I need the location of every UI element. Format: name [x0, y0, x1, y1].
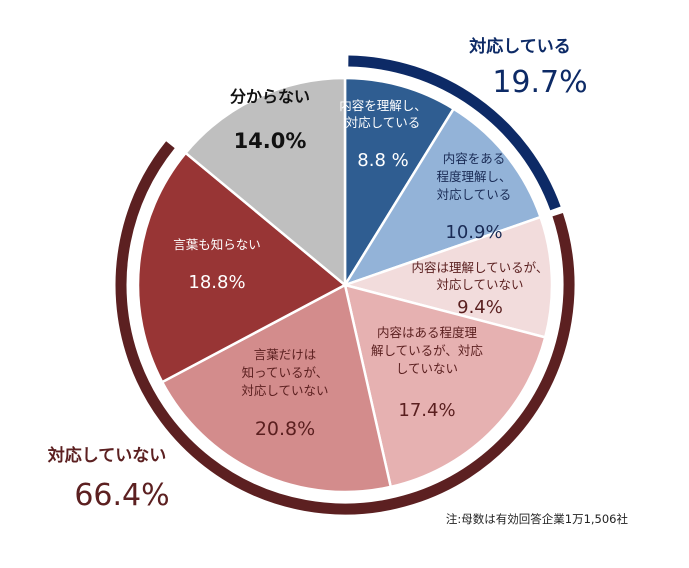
slice-label-4-line-1: 知っているが、 — [242, 365, 329, 380]
pie-slice-3 — [343, 283, 547, 489]
pie-slice-0 — [343, 76, 455, 287]
slice-label-3-line-1: 解しているが、対応 — [371, 343, 483, 358]
slice-value-3: 17.4% — [398, 400, 455, 421]
pie-slices — [136, 76, 554, 494]
slice-label-2-line-1: 対応していない — [436, 277, 523, 292]
pie-slice-1 — [343, 107, 542, 287]
slice-value-5: 18.8% — [188, 272, 245, 293]
slice-label-0-line-1: 対応している — [346, 115, 421, 130]
slice-value-0: 8.8 % — [357, 150, 408, 171]
slice-label-1-line-1: 程度理解し、 — [436, 169, 511, 184]
chart-note: 注:母数は有効回答企業1万1,506社 — [446, 512, 629, 526]
slice-label-4-line-0: 言葉だけは — [254, 347, 317, 362]
slice-label-3-line-0: 内容はある程度理 — [377, 325, 478, 340]
group-label-responding: 対応している — [468, 36, 571, 57]
slice-label-6-line-0: 分からない — [230, 87, 310, 106]
slice-value-1: 10.9% — [445, 222, 502, 243]
group-arc-1 — [115, 141, 575, 515]
group-arcs — [115, 55, 575, 515]
slice-value-4: 20.8% — [255, 418, 315, 440]
slice-label-3-line-2: していない — [396, 361, 458, 376]
slice-label-0-line-0: 内容を理解し、 — [339, 98, 427, 113]
pie-slice-4 — [160, 283, 392, 494]
group-value-not-responding: 66.4% — [74, 478, 169, 513]
slice-label-2-line-0: 内容は理解しているが、 — [412, 260, 549, 275]
pie-slice-2 — [343, 215, 554, 339]
pie-slice-5 — [136, 151, 347, 384]
slice-label-1-line-2: 対応している — [437, 187, 512, 202]
slice-value-2: 9.4% — [457, 297, 503, 318]
slice-label-4-line-2: 対応していない — [241, 383, 328, 398]
slice-label-5-line-0: 言葉も知らない — [173, 237, 261, 252]
slice-label-1-line-0: 内容をある — [443, 151, 506, 166]
pie-slice-6 — [184, 76, 347, 287]
group-label-not-responding: 対応していない — [47, 445, 167, 466]
group-arc-0 — [348, 55, 561, 211]
slice-value-6: 14.0% — [234, 129, 307, 153]
group-value-responding: 19.7% — [492, 65, 587, 100]
